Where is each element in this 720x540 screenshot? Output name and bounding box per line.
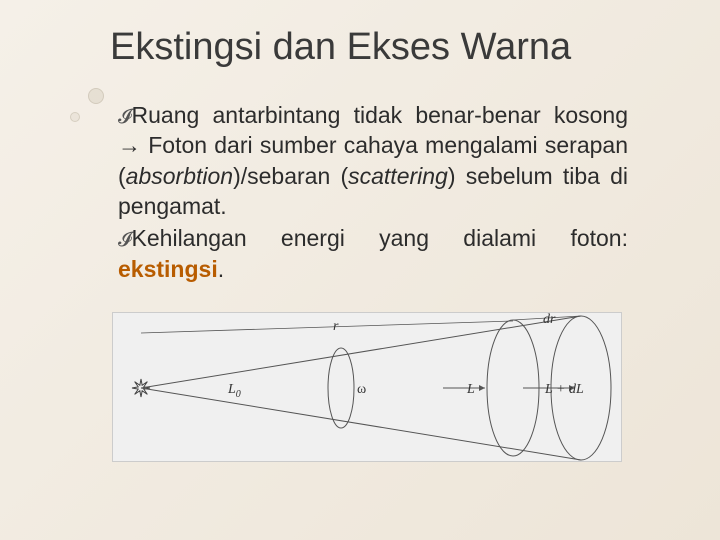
- svg-text:L + dL: L + dL: [544, 382, 584, 397]
- svg-text:dr: dr: [543, 313, 556, 327]
- b2-highlight: ekstingsi: [118, 256, 218, 282]
- cone-diagram-svg: L0 ω L L + dL r dr: [113, 313, 623, 463]
- bullet-marker: 𝓘: [118, 229, 132, 251]
- slide-body: 𝓘Ruang antarbintang tidak benar-benar ko…: [118, 100, 628, 286]
- b2-pre: Kehilangan energi yang dialami foton:: [132, 225, 628, 251]
- bullet-1: 𝓘Ruang antarbintang tidak benar-benar ko…: [118, 100, 628, 221]
- bullet-marker: 𝓘: [118, 106, 132, 128]
- b1-italic1: absorbtion: [126, 163, 233, 189]
- decorative-circle: [88, 88, 104, 104]
- slide-title: Ekstingsi dan Ekses Warna: [110, 26, 571, 69]
- svg-text:r: r: [333, 319, 339, 334]
- svg-text:ω: ω: [357, 382, 366, 397]
- b2-post: .: [218, 256, 224, 282]
- svg-text:L0: L0: [227, 382, 241, 400]
- b1-pre: Ruang antarbintang tidak benar-benar kos…: [132, 102, 628, 128]
- cone-diagram: L0 ω L L + dL r dr: [112, 312, 622, 462]
- b1-mid: )/sebaran (: [233, 163, 348, 189]
- b1-italic2: scattering: [348, 163, 448, 189]
- decorative-circle-small: [70, 112, 80, 122]
- svg-text:L: L: [466, 382, 475, 397]
- bullet-2: 𝓘Kehilangan energi yang dialami foton: e…: [118, 223, 628, 284]
- b1-arrow: →: [118, 132, 141, 158]
